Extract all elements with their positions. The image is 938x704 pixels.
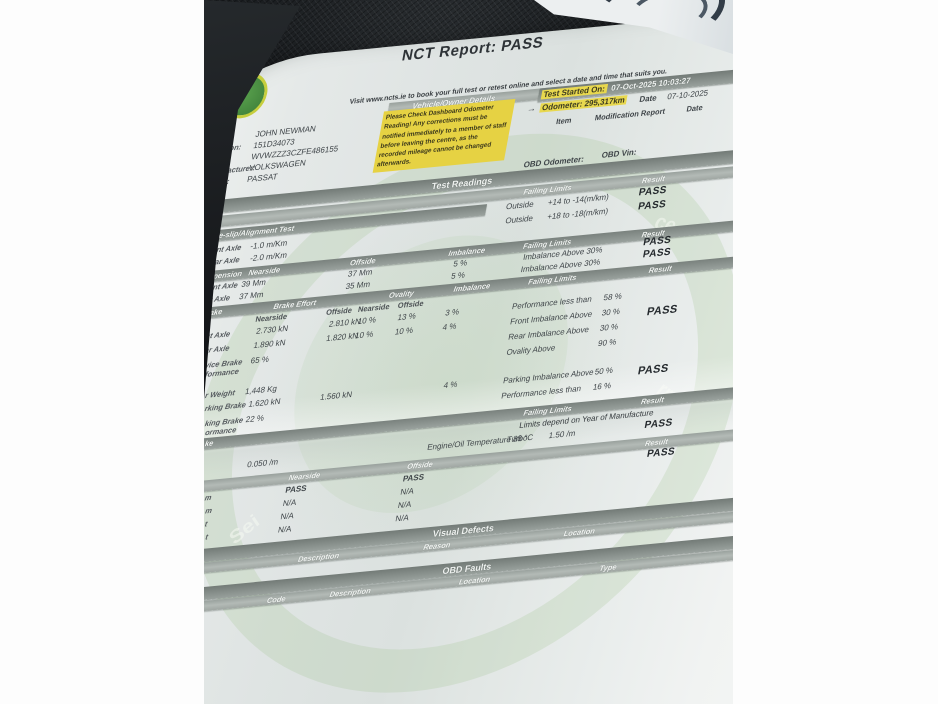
date-label: Date	[638, 93, 658, 105]
photo-area: Sei ce rro NCT Report: PASS Visit www.nc…	[204, 0, 733, 704]
lights-row-ns: N/A	[282, 497, 298, 509]
suspension-front-imb: 5 %	[452, 258, 469, 269]
brake-limit-value: 50 %	[593, 365, 614, 377]
brake-front-ovns: 10 %	[356, 315, 377, 327]
brake-limit-value: 58 %	[602, 291, 623, 303]
service-brake-value: 65 %	[249, 354, 270, 366]
lights-row-os: N/A	[394, 512, 410, 524]
brake-limit-value: 16 %	[592, 380, 612, 392]
lights-row-os: N/A	[399, 486, 415, 497]
item-label: Item	[555, 115, 573, 127]
brake-rear-ovos: 10 %	[394, 325, 414, 337]
brake-limit-value: 90 %	[597, 337, 618, 349]
lights-row-os: N/A	[397, 499, 413, 511]
brake-limit-value: 30 %	[599, 321, 619, 333]
suspension-rear-imb: 5 %	[450, 270, 466, 281]
parking-brake-imb: 4 %	[442, 379, 459, 391]
parking-perf-value: 22 %	[244, 413, 265, 425]
brake-front-ovos: 13 %	[396, 311, 417, 323]
lights-row-label: m	[204, 492, 213, 503]
obd-type-header: Type	[598, 562, 618, 574]
lights-row-label: m	[204, 505, 213, 516]
brake-rear-ovns: 10 %	[354, 329, 375, 341]
date2-label: Date	[685, 102, 704, 114]
lights-row-ns: N/A	[277, 524, 293, 535]
brake-front-imb: 3 %	[444, 307, 460, 318]
brake-rear-imb: 4 %	[441, 321, 458, 333]
lights-row-ns: N/A	[279, 510, 295, 522]
nct-report-paper: Sei ce rro NCT Report: PASS Visit www.nc…	[204, 0, 733, 704]
brake-limit-value: 30 %	[600, 306, 621, 318]
